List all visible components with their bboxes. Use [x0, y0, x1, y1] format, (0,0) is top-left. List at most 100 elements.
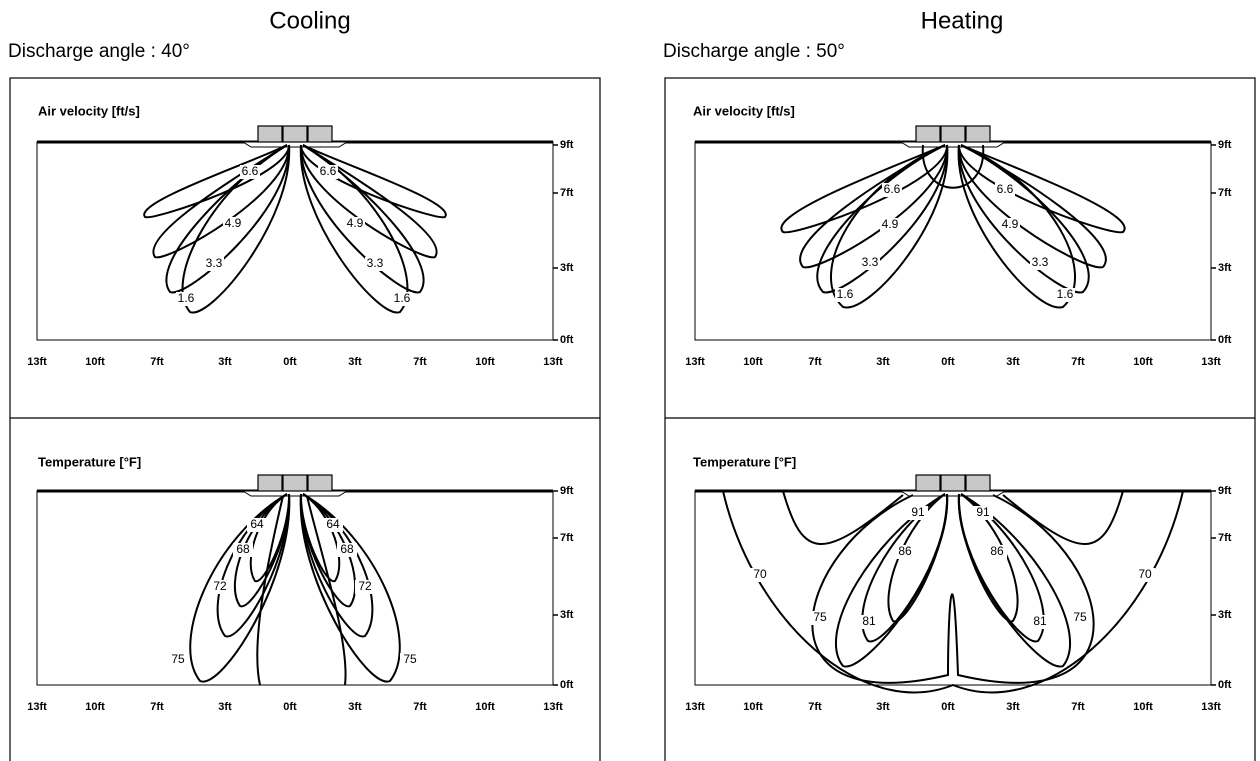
plot-label: Temperature [°F] — [693, 454, 796, 469]
contour-label: 86 — [898, 544, 912, 558]
plot-frame — [694, 141, 1212, 341]
label-bg — [223, 217, 243, 231]
contour-label: 3.3 — [206, 256, 223, 270]
contour-label: 75 — [403, 652, 417, 666]
x-tick-label: 10ft — [743, 356, 763, 368]
plot-label: Air velocity [ft/s] — [693, 103, 795, 118]
panel-frame — [9, 77, 601, 761]
label-bg — [1070, 611, 1090, 625]
contour — [181, 144, 291, 314]
x-tick-label: 3ft — [348, 701, 362, 713]
contour — [830, 144, 949, 309]
contour-label: 3.3 — [862, 255, 879, 269]
label-bg — [176, 292, 196, 306]
label-bg — [860, 256, 880, 270]
diffuser-box — [915, 125, 941, 143]
label-bg — [365, 257, 385, 271]
x-tick-label: 13ft — [1201, 701, 1221, 713]
diffuser-box — [307, 474, 333, 492]
x-tick-label: 7ft — [1071, 356, 1085, 368]
x-tick-label: 0ft — [941, 701, 955, 713]
x-tick-label: 10ft — [1133, 356, 1153, 368]
x-tick-label: 3ft — [218, 701, 232, 713]
contour-label: 6.6 — [320, 164, 337, 178]
label-bg — [240, 165, 260, 179]
label-bg — [400, 653, 420, 667]
y-tick-label: 3ft — [1218, 262, 1232, 274]
contour-label: 4.9 — [882, 217, 899, 231]
label-bg — [318, 165, 338, 179]
label-bg — [995, 183, 1015, 197]
contour-label: 1.6 — [1057, 287, 1074, 301]
contour-label: 91 — [976, 505, 990, 519]
contour — [780, 144, 949, 234]
contour-label: 1.6 — [394, 291, 411, 305]
label-bg — [1135, 568, 1155, 582]
x-tick-label: 7ft — [808, 701, 822, 713]
label-bg — [355, 580, 375, 594]
x-tick-label: 13ft — [1201, 356, 1221, 368]
diffuser-box — [257, 474, 283, 492]
x-tick-label: 3ft — [876, 356, 890, 368]
x-tick-label: 3ft — [1006, 701, 1020, 713]
label-bg — [345, 217, 365, 231]
contour-label: 75 — [171, 652, 185, 666]
label-bg — [233, 543, 253, 557]
contour-label: 3.3 — [1032, 255, 1049, 269]
x-tick-label: 10ft — [1133, 701, 1153, 713]
plot-frame — [36, 141, 554, 341]
x-tick-label: 3ft — [876, 701, 890, 713]
contour — [811, 494, 1095, 684]
plot-frame — [36, 490, 554, 686]
label-bg — [973, 506, 993, 520]
label-bg — [810, 611, 830, 625]
contour — [835, 493, 949, 668]
contour — [957, 144, 1107, 269]
contour-label: 64 — [250, 517, 264, 531]
contour-label: 4.9 — [347, 216, 364, 230]
contour-label: 86 — [990, 544, 1004, 558]
contour-label: 6.6 — [884, 182, 901, 196]
y-tick-label: 0ft — [560, 679, 574, 691]
diffuser-box — [282, 125, 308, 143]
diffuser-box — [940, 125, 966, 143]
y-tick-label: 3ft — [560, 609, 574, 621]
contour-label: 1.6 — [837, 287, 854, 301]
contour-label: 1.6 — [178, 291, 195, 305]
contour — [782, 490, 1124, 545]
y-tick-label: 9ft — [1218, 485, 1232, 497]
y-tick-label: 3ft — [560, 262, 574, 274]
plot-label: Air velocity [ft/s] — [38, 103, 140, 118]
y-tick-label: 9ft — [560, 485, 574, 497]
contour — [957, 144, 1076, 309]
contour-label: 81 — [1033, 614, 1047, 628]
diffuser-box — [940, 474, 966, 492]
x-tick-label: 7ft — [413, 356, 427, 368]
contour — [189, 493, 291, 683]
contour — [165, 144, 291, 294]
x-tick-label: 13ft — [543, 356, 563, 368]
contour — [921, 144, 985, 189]
x-tick-label: 13ft — [27, 356, 47, 368]
x-tick-label: 7ft — [1071, 701, 1085, 713]
y-tick-label: 9ft — [1218, 139, 1232, 151]
diffuser-box — [965, 125, 991, 143]
y-tick-label: 0ft — [1218, 334, 1232, 346]
label-bg — [1030, 256, 1050, 270]
label-bg — [880, 218, 900, 232]
diffuser-box — [915, 474, 941, 492]
contour — [152, 144, 291, 259]
diffuser-box — [282, 474, 308, 492]
contour — [299, 493, 401, 683]
x-tick-label: 7ft — [808, 356, 822, 368]
y-tick-label: 7ft — [1218, 187, 1232, 199]
x-tick-label: 0ft — [283, 701, 297, 713]
plot: 6.6 4.9 3.3 1.6 6.6 4.9 3.3 1.6 13ft 10ft 7ft 3ft 0f… — [685, 125, 1232, 368]
label-bg — [895, 545, 915, 559]
x-tick-label: 10ft — [475, 356, 495, 368]
contour — [957, 144, 1126, 234]
x-tick-label: 10ft — [475, 701, 495, 713]
discharge-angle: Discharge angle : 50° — [663, 41, 845, 62]
